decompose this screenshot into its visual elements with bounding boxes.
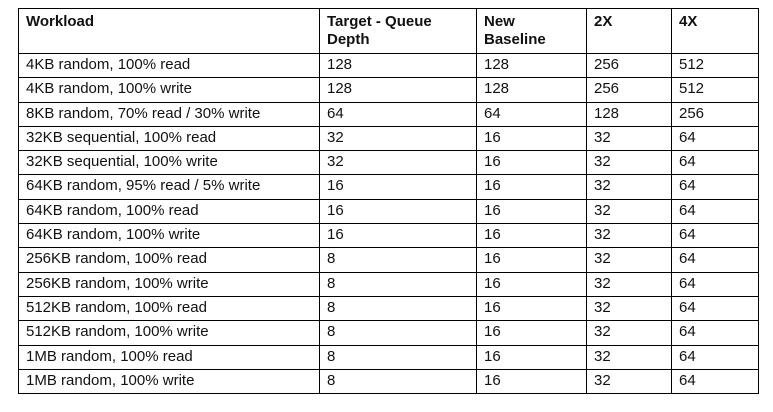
new-baseline-cell: 16 [476,150,587,176]
header-target-queue-depth: Target - Queue Depth [319,8,477,54]
new-baseline-cell: 16 [476,198,587,225]
new-baseline-cell: 64 [476,101,587,127]
cell-2x: 32 [586,271,672,297]
new-baseline-cell: 16 [476,223,587,249]
workload-cell: 4KB random, 100% write [18,77,320,103]
table-row: 1MB random, 100% read 8 16 32 64 [18,344,759,370]
target-queue-depth-cell: 8 [319,368,477,395]
new-baseline-cell: 16 [476,320,587,346]
cell-2x: 32 [586,368,672,395]
table-row: 4KB random, 100% write 128 128 256 512 [18,77,759,103]
table-row: 256KB random, 100% write 8 16 32 64 [18,271,759,297]
cell-2x: 32 [586,320,672,346]
workload-cell: 1MB random, 100% write [18,368,320,395]
table-row: 64KB random, 100% write 16 16 32 64 [18,223,759,249]
header-4x: 4X [671,8,759,54]
cell-4x: 64 [671,174,759,200]
cell-4x: 64 [671,150,759,176]
workload-cell: 64KB random, 95% read / 5% write [18,174,320,200]
workload-cell: 32KB sequential, 100% write [18,150,320,176]
cell-4x: 512 [671,77,759,103]
target-queue-depth-cell: 128 [319,77,477,103]
table-row: 64KB random, 100% read 16 16 32 64 [18,198,759,225]
workload-cell: 1MB random, 100% read [18,344,320,370]
header-workload: Workload [18,8,320,54]
table-row: 8KB random, 70% read / 30% write 64 64 128 2… [18,101,759,127]
workload-table-container: Workload Target - Queue Depth New Baseli… [18,8,759,395]
target-queue-depth-cell: 16 [319,223,477,249]
new-baseline-cell: 16 [476,295,587,322]
cell-4x: 64 [671,223,759,249]
target-queue-depth-cell: 8 [319,271,477,297]
target-queue-depth-cell: 16 [319,198,477,225]
workload-cell: 8KB random, 70% read / 30% write [18,101,320,127]
cell-4x: 64 [671,344,759,370]
target-queue-depth-cell: 8 [319,344,477,370]
workload-cell: 4KB random, 100% read [18,52,320,79]
header-new-baseline: New Baseline [476,8,587,54]
workload-cell: 512KB random, 100% read [18,295,320,322]
new-baseline-cell: 16 [476,271,587,297]
table-row: 512KB random, 100% read 8 16 32 64 [18,295,759,322]
workload-cell: 64KB random, 100% read [18,198,320,225]
target-queue-depth-cell: 8 [319,247,477,273]
new-baseline-cell: 128 [476,77,587,103]
cell-2x: 128 [586,101,672,127]
cell-2x: 32 [586,174,672,200]
cell-2x: 32 [586,223,672,249]
header-row: Workload Target - Queue Depth New Baseli… [18,8,759,54]
workload-cell: 64KB random, 100% write [18,223,320,249]
workload-cell: 32KB sequential, 100% read [18,125,320,152]
cell-4x: 256 [671,101,759,127]
target-queue-depth-cell: 64 [319,101,477,127]
cell-4x: 64 [671,368,759,395]
cell-4x: 64 [671,320,759,346]
cell-2x: 256 [586,77,672,103]
cell-4x: 64 [671,198,759,225]
table-row: 64KB random, 95% read / 5% write 16 16 32 64 [18,174,759,200]
new-baseline-cell: 16 [476,174,587,200]
target-queue-depth-cell: 8 [319,320,477,346]
target-queue-depth-cell: 32 [319,150,477,176]
target-queue-depth-cell: 128 [319,52,477,79]
workload-cell: 256KB random, 100% write [18,271,320,297]
table-row: 1MB random, 100% write 8 16 32 64 [18,368,759,395]
cell-2x: 32 [586,295,672,322]
new-baseline-cell: 16 [476,247,587,273]
cell-2x: 32 [586,247,672,273]
workload-cell: 256KB random, 100% read [18,247,320,273]
new-baseline-cell: 16 [476,368,587,395]
cell-4x: 64 [671,271,759,297]
target-queue-depth-cell: 8 [319,295,477,322]
cell-4x: 64 [671,295,759,322]
table-row: 256KB random, 100% read 8 16 32 64 [18,247,759,273]
cell-2x: 32 [586,198,672,225]
table-header: Workload Target - Queue Depth New Baseli… [18,8,759,54]
cell-4x: 64 [671,247,759,273]
table-row: 4KB random, 100% read 128 128 256 512 [18,52,759,79]
target-queue-depth-cell: 16 [319,174,477,200]
table-row: 32KB sequential, 100% write 32 16 32 64 [18,150,759,176]
cell-4x: 64 [671,125,759,152]
cell-2x: 32 [586,125,672,152]
table-body: 4KB random, 100% read 128 128 256 512 4KB ran… [18,52,759,395]
workload-cell: 512KB random, 100% write [18,320,320,346]
new-baseline-cell: 16 [476,344,587,370]
target-queue-depth-cell: 32 [319,125,477,152]
workload-queue-depth-table: Workload Target - Queue Depth New Baseli… [18,8,759,395]
cell-4x: 512 [671,52,759,79]
header-2x: 2X [586,8,672,54]
table-row: 32KB sequential, 100% read 32 16 32 64 [18,125,759,152]
cell-2x: 32 [586,150,672,176]
cell-2x: 32 [586,344,672,370]
new-baseline-cell: 16 [476,125,587,152]
new-baseline-cell: 128 [476,52,587,79]
table-row: 512KB random, 100% write 8 16 32 64 [18,320,759,346]
cell-2x: 256 [586,52,672,79]
